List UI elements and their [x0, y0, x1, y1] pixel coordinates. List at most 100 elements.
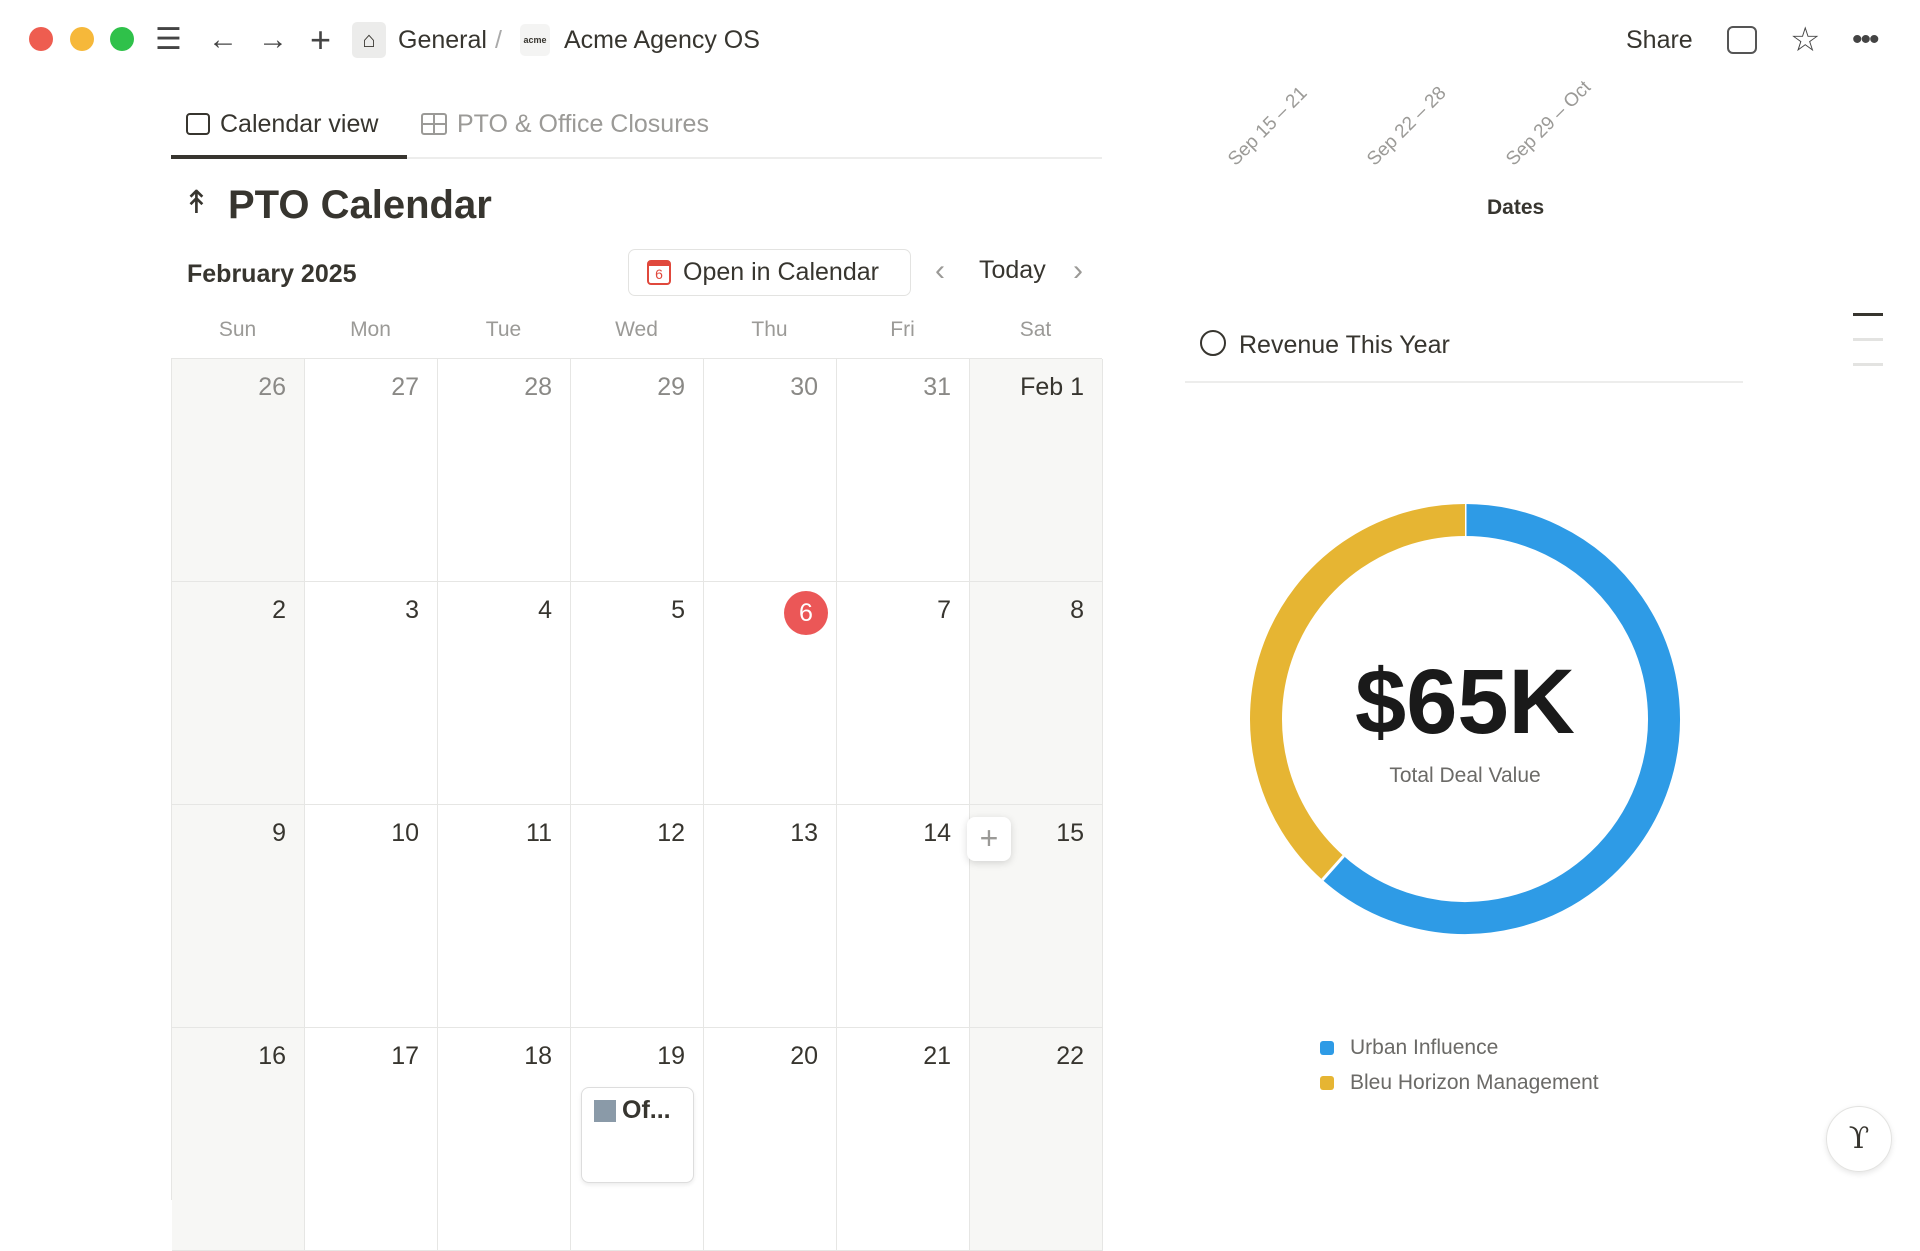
tab-pto-office-closures[interactable]: PTO & Office Closures	[421, 106, 709, 142]
legend-swatch	[1320, 1075, 1334, 1090]
today-button[interactable]: Today	[979, 256, 1046, 284]
calendar-day-cell[interactable]: 18	[438, 1028, 571, 1251]
day-number: 26	[258, 373, 286, 401]
next-month-button[interactable]: ›	[1073, 254, 1083, 287]
calendar-day-cell[interactable]: 31	[837, 359, 970, 582]
calendar-icon	[186, 113, 210, 135]
chart-legend: Urban Influence Bleu Horizon Management	[1320, 1030, 1599, 1100]
back-arrow-icon[interactable]: ←	[208, 23, 238, 56]
share-button[interactable]: Share	[1626, 26, 1693, 54]
calendar-day-cell[interactable]: 13	[704, 805, 837, 1028]
calendar-day-cell[interactable]: 7	[837, 582, 970, 805]
day-number: 30	[790, 373, 818, 401]
calendar-grid: 26 27 28 29 30 31 Feb 1 2 3 4 5 6 7 8 9 10 11 12 13 14 +15 16…	[171, 358, 1103, 1251]
legend-label: Bleu Horizon Management	[1350, 1070, 1599, 1094]
calendar-day-cell[interactable]: 27	[305, 359, 438, 582]
calendar-day-cell[interactable]: 14 +	[837, 805, 1011, 1028]
breadcrumb-page[interactable]: Acme Agency OS	[564, 26, 760, 54]
more-icon[interactable]: •••	[1852, 23, 1879, 56]
forward-arrow-icon[interactable]: →	[258, 23, 288, 56]
palm-tree-icon: ↟	[183, 184, 210, 220]
minimize-window-button[interactable]	[70, 27, 94, 51]
day-number: 11	[526, 819, 552, 847]
star-icon[interactable]: ☆	[1790, 21, 1821, 59]
chart-divider	[1185, 381, 1743, 383]
donut-slice-bleu-horizon-management[interactable]	[1250, 504, 1466, 880]
calendar-day-cell[interactable]: Feb 1	[970, 359, 1103, 582]
outline-line-active[interactable]	[1853, 313, 1883, 316]
previous-month-button[interactable]: ‹	[935, 254, 945, 287]
help-assistant-button[interactable]: ϒ	[1826, 1106, 1892, 1172]
calendar-day-cell[interactable]: 21	[837, 1028, 970, 1251]
legend-swatch	[1320, 1040, 1334, 1055]
calendar-day-cell[interactable]: 10	[305, 805, 438, 1028]
comment-icon[interactable]	[1727, 26, 1757, 54]
breadcrumb-general[interactable]: General	[398, 26, 487, 54]
tabs-divider	[171, 157, 1102, 159]
calendar-day-cell[interactable]: 16	[172, 1028, 305, 1251]
calendar-day-cell[interactable]: 2	[172, 582, 305, 805]
calendar-day-cell[interactable]: 12	[571, 805, 704, 1028]
add-event-button[interactable]: +	[967, 817, 1011, 861]
chart-title: Revenue This Year	[1239, 331, 1450, 359]
day-number: 20	[790, 1042, 818, 1070]
weekday-header: Tue	[485, 318, 522, 341]
calendar-day-cell[interactable]: 20	[704, 1028, 837, 1251]
calendar-day-cell[interactable]: 8	[970, 582, 1103, 805]
maximize-window-button[interactable]	[110, 27, 134, 51]
day-number: 19	[657, 1042, 685, 1070]
calendar-day-cell[interactable]: 9	[172, 805, 305, 1028]
day-number: 13	[790, 819, 818, 847]
calendar-day-cell[interactable]: 28	[438, 359, 571, 582]
month-label: February 2025	[187, 260, 357, 288]
calendar-day-cell[interactable]: 19 Of...	[571, 1028, 704, 1251]
calendar-day-cell[interactable]: 6	[704, 582, 837, 805]
tab-label: Calendar view	[220, 110, 379, 138]
close-window-button[interactable]	[29, 27, 53, 51]
day-number: 31	[923, 373, 951, 401]
weekday-header: Sun	[218, 318, 257, 341]
calendar-app-icon: 6	[647, 260, 671, 285]
open-in-calendar-label: Open in Calendar	[683, 258, 879, 286]
legend-item[interactable]: Urban Influence	[1320, 1030, 1599, 1065]
tab-calendar-view[interactable]: Calendar view	[186, 106, 378, 142]
day-number: 12	[657, 819, 685, 847]
calendar-day-cell[interactable]: 17	[305, 1028, 438, 1251]
day-number: 10	[391, 819, 419, 847]
event-card[interactable]: Of...	[581, 1087, 694, 1183]
pie-chart-icon	[1200, 330, 1226, 356]
outline-line[interactable]	[1853, 363, 1883, 366]
legend-item[interactable]: Bleu Horizon Management	[1320, 1065, 1599, 1100]
day-number: 4	[538, 596, 552, 624]
day-number: Feb 1	[1020, 373, 1084, 401]
day-number: 16	[258, 1042, 286, 1070]
x-axis-label: Dates	[1487, 196, 1545, 219]
calendar-day-cell[interactable]: 29	[571, 359, 704, 582]
plus-icon[interactable]: +	[310, 19, 332, 60]
calendar-day-cell[interactable]: 5	[571, 582, 704, 805]
calendar-day-cell[interactable]: 26	[172, 359, 305, 582]
active-tab-indicator	[171, 155, 407, 159]
open-in-calendar-button[interactable]: 6 Open in Calendar	[628, 249, 911, 296]
calendar-day-cell[interactable]: 11	[438, 805, 571, 1028]
calendar-day-cell[interactable]: 4	[438, 582, 571, 805]
breadcrumb-separator: /	[495, 26, 502, 54]
x-axis-tick-label: Sep 29 – Oct 5	[1502, 77, 1596, 171]
day-number: 27	[391, 373, 419, 401]
day-number: 17	[391, 1042, 419, 1070]
total-subtitle: Total Deal Value	[1389, 764, 1541, 787]
donut-slice-urban-influence[interactable]	[1322, 504, 1680, 934]
home-icon[interactable]: ⌂	[352, 22, 386, 58]
calendar-day-cell[interactable]: 22	[970, 1028, 1103, 1251]
donut-chart	[1250, 504, 1680, 934]
day-number: 14	[923, 819, 951, 847]
calendar-day-cell[interactable]: 3	[305, 582, 438, 805]
day-number: 18	[524, 1042, 552, 1070]
day-number: 5	[671, 596, 685, 624]
menu-icon[interactable]: ☰	[155, 23, 182, 56]
calendar-day-cell[interactable]: 30	[704, 359, 837, 582]
workspace-logo: acme	[520, 24, 550, 56]
x-axis-tick-label: Sep 15 – 21	[1224, 82, 1312, 171]
office-building-icon	[594, 1100, 616, 1122]
outline-line[interactable]	[1853, 338, 1883, 341]
